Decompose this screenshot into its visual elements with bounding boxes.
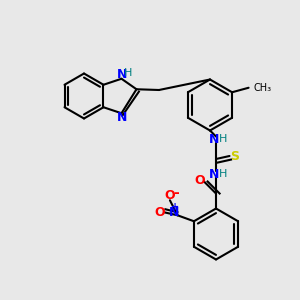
Text: S: S [230, 149, 239, 163]
Text: +: + [171, 202, 179, 212]
Text: -: - [173, 186, 179, 200]
Text: N: N [209, 133, 220, 146]
Text: N: N [209, 167, 220, 181]
Text: O: O [194, 173, 205, 187]
Text: H: H [218, 169, 227, 179]
Text: H: H [124, 68, 132, 78]
Text: O: O [154, 206, 165, 219]
Text: O: O [165, 189, 175, 202]
Text: CH₃: CH₃ [254, 83, 272, 93]
Text: N: N [169, 206, 179, 219]
Text: N: N [117, 68, 127, 81]
Text: N: N [117, 111, 127, 124]
Text: H: H [218, 134, 227, 145]
